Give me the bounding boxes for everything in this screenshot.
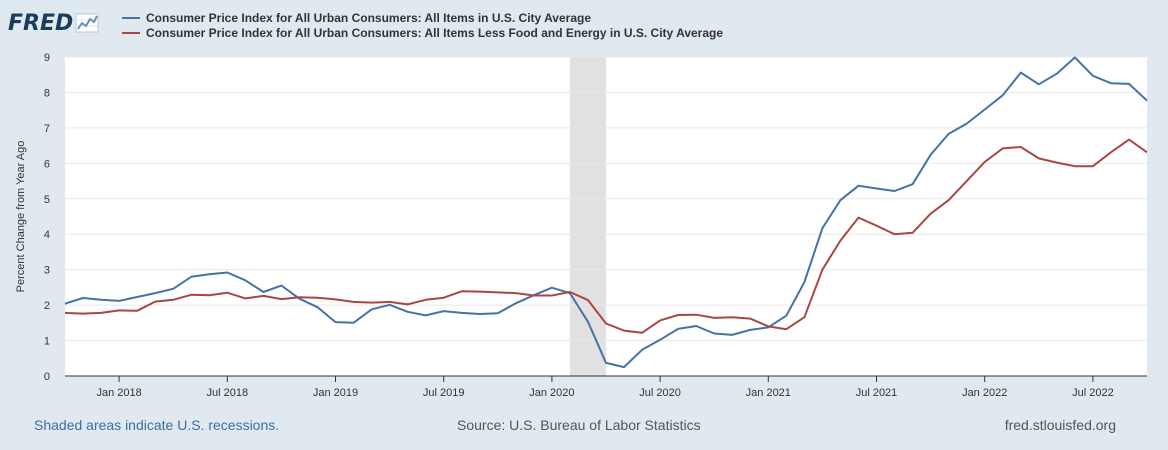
y-tick-label: 5: [44, 194, 50, 206]
chart-header: FRED Consumer Price Index for All Urban …: [8, 6, 1158, 46]
x-tick-label: Jan 2018: [96, 387, 141, 399]
y-tick-label: 3: [44, 265, 50, 277]
legend-item-all-items[interactable]: Consumer Price Index for All Urban Consu…: [122, 10, 723, 25]
y-tick-label: 1: [44, 336, 50, 348]
x-tick-label: Jul 2021: [856, 387, 898, 399]
series-line-all-items: [64, 56, 1148, 369]
chart-legend: Consumer Price Index for All Urban Consu…: [122, 10, 723, 40]
fred-logo[interactable]: FRED: [8, 8, 101, 38]
line-chart-icon: [75, 13, 99, 33]
y-tick-label: 0: [44, 371, 50, 383]
x-tick-label: Jul 2020: [639, 387, 681, 399]
x-tick-label: Jul 2019: [423, 387, 465, 399]
x-tick-label: Jan 2019: [313, 387, 358, 399]
recession-band: [569, 57, 606, 376]
recession-note-link[interactable]: Shaded areas indicate U.S. recessions.: [34, 417, 280, 433]
site-url[interactable]: fred.stlouisfed.org: [1004, 417, 1116, 433]
y-tick-label: 9: [44, 52, 50, 64]
x-tick-label: Jan 2022: [962, 387, 1007, 399]
x-tick-label: Jan 2020: [529, 387, 574, 399]
x-tick-label: Jan 2021: [746, 387, 791, 399]
y-axis-title: Percent Change from Year Ago: [15, 141, 27, 293]
y-tick-label: 7: [44, 123, 50, 135]
logo-text: FRED: [8, 10, 74, 36]
y-tick-label: 2: [44, 300, 50, 312]
source-note: Source: U.S. Bureau of Labor Statistics: [457, 417, 701, 433]
y-tick-label: 4: [44, 229, 50, 241]
chart-footer: Shaded areas indicate U.S. recessions. S…: [0, 413, 1168, 437]
chart-plot: 0 1 2 3 4 5 6 7 8 9 Percent Change from Year Ago Ja…: [15, 52, 1148, 399]
series-line-less-food-energy: [64, 138, 1148, 334]
x-tick-label: Jul 2022: [1072, 387, 1114, 399]
y-tick-label: 6: [44, 158, 50, 170]
x-tick-label: Jul 2018: [207, 387, 249, 399]
legend-swatch-blue: [122, 16, 140, 19]
legend-swatch-red: [122, 31, 140, 34]
legend-label: Consumer Price Index for All Urban Consu…: [146, 10, 591, 25]
legend-label: Consumer Price Index for All Urban Consu…: [146, 25, 724, 40]
legend-item-core[interactable]: Consumer Price Index for All Urban Consu…: [122, 25, 723, 40]
y-tick-label: 8: [44, 87, 50, 99]
